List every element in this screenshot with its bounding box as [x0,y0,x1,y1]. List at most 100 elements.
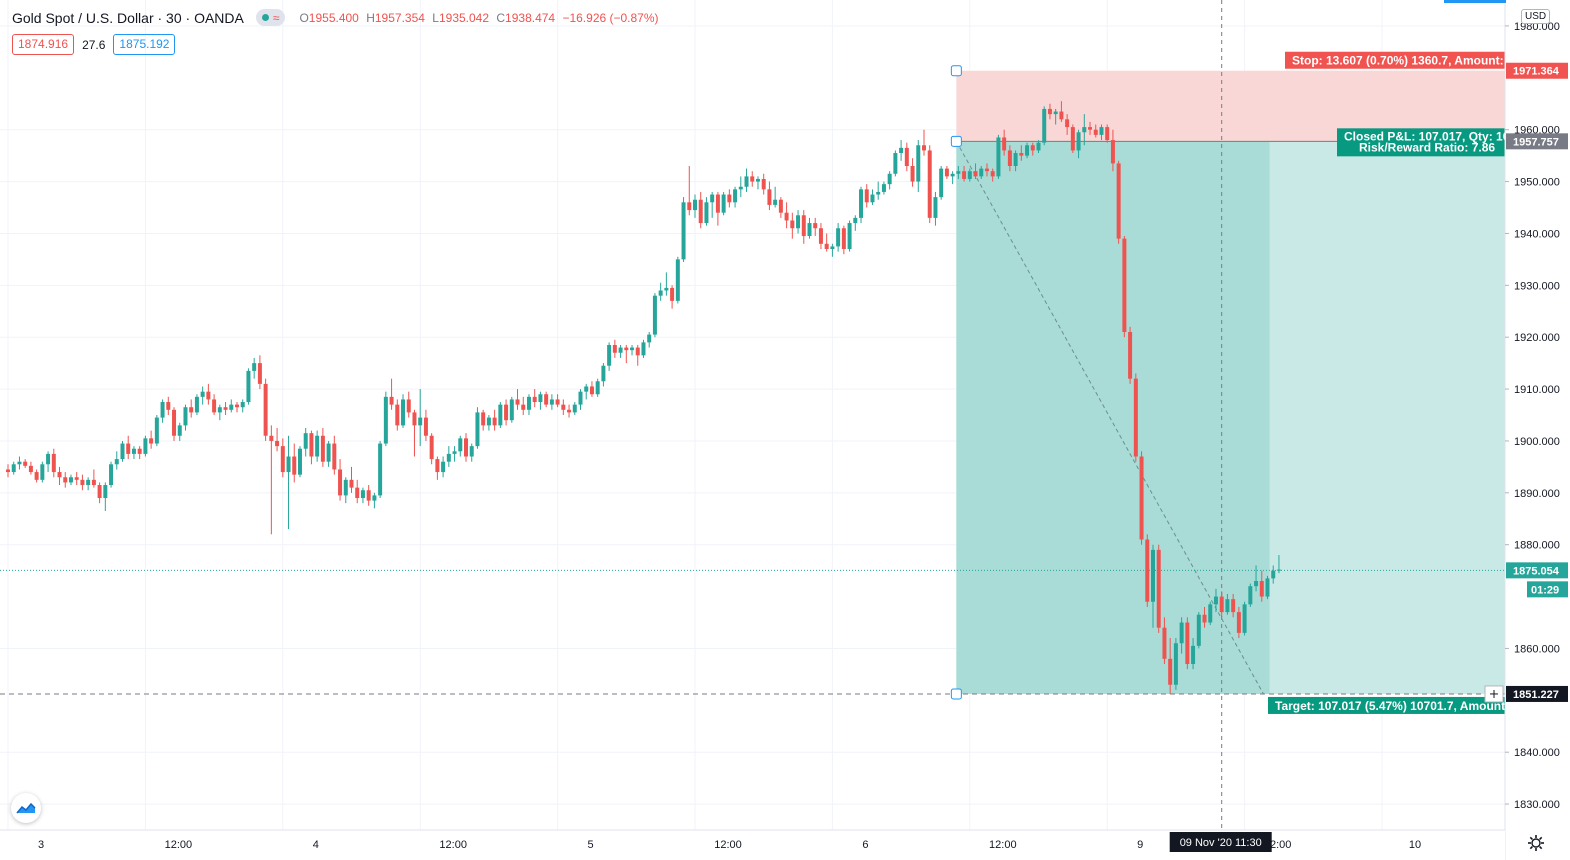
candle [801,210,806,244]
candle [1179,617,1184,654]
candle [607,342,612,371]
candle [349,466,354,493]
candle [1088,121,1093,135]
candle-body [137,448,142,454]
candle-body [1248,586,1253,605]
candle [366,485,371,506]
stop-price-badge-text: 1971.364 [1513,66,1560,78]
candle [652,293,657,338]
candle [212,394,217,415]
candle [23,459,28,468]
symbol-title[interactable]: Gold Spot / U.S. Dollar · 30 · OANDA [12,9,244,26]
candle [217,404,222,421]
candle [899,140,904,161]
candle-body [223,407,228,410]
candle [46,451,51,473]
candle [755,176,760,190]
candle [1053,108,1058,125]
time-tick-label: 12:00 [989,839,1017,851]
candle [1099,124,1104,141]
candle [784,202,789,229]
candle [401,394,406,428]
candle-body [355,487,360,498]
currency-button[interactable]: USD [1521,9,1551,24]
candle-body [532,396,537,403]
entry-price-badge-text: 1957.757 [1513,136,1559,148]
buy-price-button[interactable]: 1875.192 [113,34,176,55]
candle-body [1179,622,1184,644]
indicator-badge[interactable]: ≈ [255,9,286,26]
time-tick-label: 6 [862,839,868,851]
candle-body [166,402,171,410]
candle [572,402,577,415]
candle-body [458,438,463,452]
candle [1151,544,1155,628]
candle-body [28,465,33,473]
candle [441,456,446,478]
candle [847,220,852,252]
candle-body [1219,596,1224,613]
candle-body [441,461,446,473]
candle [647,332,652,348]
low-value: 1935.042 [438,10,490,25]
candle-body [240,402,245,408]
candle [481,409,486,431]
candle-body [796,215,801,229]
candle [332,435,337,475]
candle [1248,583,1253,607]
symbol-legend: Gold Spot / U.S. Dollar · 30 · OANDA ≈ O… [12,9,659,26]
candle-body [303,433,308,449]
candle-body [1139,456,1144,540]
price-tick-label: 1860.000 [1514,643,1560,655]
candle-body [755,178,760,182]
sell-price-button[interactable]: 1874.916 [12,34,75,55]
candle-body [612,344,617,353]
candle [1059,101,1064,122]
candle-body [744,176,749,187]
candle [635,344,640,366]
candle [97,482,102,504]
candle [1208,601,1213,626]
candle [1139,451,1144,545]
candle [979,166,984,179]
candle [1202,606,1207,628]
candle-body [401,399,406,426]
gear-icon[interactable] [1526,833,1546,853]
candle [412,409,417,457]
candle-body [750,176,755,182]
candle [1254,565,1259,592]
candle [389,378,394,410]
target-label-text: Target: 107.017 (5.47%) 10701.7, Amount:… [1275,699,1553,713]
close-label: C [496,10,506,25]
time-tick-label: 10 [1409,839,1421,851]
candle [630,344,635,356]
candle-body [1007,150,1012,166]
candle-body [881,184,886,192]
stop-price-badge: 1971.364 [1506,62,1568,79]
candle [693,194,697,218]
candle [235,402,239,413]
candle-body [801,215,806,237]
candle-body [120,443,125,460]
candle-body [1156,549,1161,628]
candle-body [11,464,16,473]
candle [1133,373,1138,462]
candle-body [899,147,904,154]
candle [280,438,285,478]
candle-body [859,189,864,218]
candle [658,282,663,301]
stop-price-badge-bg [1506,62,1568,79]
plus-icon[interactable] [1484,685,1504,703]
candle-body [34,472,39,480]
target-price-badge-text: 1851.227 [1513,689,1559,701]
candle [223,402,228,415]
candle-body [916,145,921,182]
candle-body [320,435,325,462]
candle [1002,129,1007,156]
candle-body [681,202,686,260]
candle-body [601,365,606,382]
candle-body [475,412,480,447]
tradingview-logo-icon[interactable] [11,793,41,823]
stop-label-bg [1285,51,1505,69]
